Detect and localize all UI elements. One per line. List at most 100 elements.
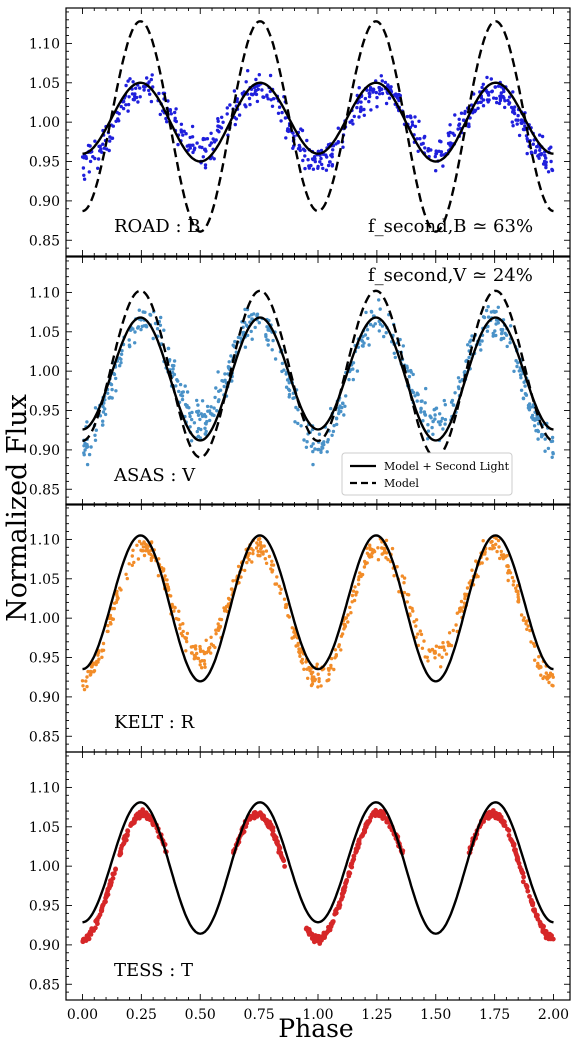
data-point	[166, 99, 170, 103]
data-point	[135, 543, 139, 547]
data-point	[310, 677, 314, 681]
data-point	[462, 601, 467, 605]
data-point	[364, 310, 368, 315]
data-point	[90, 670, 94, 674]
data-point	[526, 624, 530, 628]
data-point	[498, 97, 503, 101]
data-point	[494, 318, 499, 322]
data-point	[85, 420, 89, 424]
data-point	[216, 117, 220, 121]
model-curve-solid	[82, 316, 554, 442]
data-point	[495, 549, 499, 554]
data-point	[254, 88, 258, 93]
data-point	[536, 437, 540, 441]
data-point	[343, 880, 348, 886]
data-point	[190, 417, 194, 422]
data-point	[251, 548, 255, 552]
data-point	[250, 93, 255, 97]
data-point	[89, 665, 94, 669]
data-point	[505, 344, 509, 349]
data-point	[356, 839, 362, 844]
data-point	[119, 357, 123, 361]
data-point	[420, 646, 425, 650]
data-point	[440, 655, 444, 659]
data-point	[453, 113, 457, 117]
y-tick-label: 0.85	[29, 977, 60, 993]
data-point	[508, 836, 513, 842]
data-point	[100, 423, 105, 427]
data-point	[357, 575, 361, 579]
y-tick-label: 0.95	[29, 155, 60, 171]
data-point	[162, 567, 166, 571]
data-point	[343, 625, 347, 629]
data-point	[87, 929, 93, 935]
data-point	[362, 565, 367, 569]
data-point	[131, 80, 135, 84]
data-point	[544, 160, 548, 164]
model-layer	[82, 20, 554, 935]
data-point	[350, 593, 355, 598]
data-point	[307, 164, 311, 168]
y-tick-label: 0.95	[29, 404, 60, 420]
data-point	[255, 99, 260, 104]
data-point	[430, 425, 434, 430]
data-point	[433, 413, 437, 417]
data-point	[518, 373, 523, 377]
data-point	[173, 118, 177, 123]
data-point	[531, 142, 535, 146]
data-point	[279, 119, 283, 123]
data-point	[317, 679, 321, 684]
data-point	[251, 551, 255, 556]
data-point	[327, 672, 331, 676]
data-point	[203, 166, 208, 170]
data-point	[401, 344, 405, 348]
data-point	[143, 810, 149, 815]
data-point	[184, 637, 188, 641]
data-point	[220, 115, 224, 120]
data-point	[313, 677, 317, 682]
data-point	[319, 684, 323, 688]
data-point	[282, 864, 287, 869]
data-point	[333, 648, 338, 652]
data-point	[100, 648, 104, 652]
data-point	[365, 551, 370, 555]
data-point	[525, 151, 529, 156]
data-point	[285, 378, 290, 382]
data-point	[148, 92, 152, 96]
data-point	[169, 112, 173, 116]
data-point	[225, 112, 229, 116]
data-point	[127, 343, 132, 347]
data-point	[106, 629, 110, 634]
data-point	[236, 564, 241, 569]
data-point	[369, 108, 373, 112]
data-point	[478, 100, 482, 105]
data-point	[317, 941, 323, 946]
data-point	[184, 132, 188, 136]
data-point	[284, 136, 288, 140]
data-point	[441, 427, 445, 431]
data-point	[244, 80, 248, 84]
data-point	[209, 405, 213, 409]
data-point	[407, 374, 412, 379]
data-point	[540, 432, 544, 437]
data-point	[177, 609, 181, 613]
data-point	[426, 437, 430, 441]
data-point	[96, 166, 100, 170]
data-point	[265, 94, 269, 98]
y-tick-label: 1.05	[29, 76, 60, 92]
data-point	[377, 92, 382, 96]
data-point	[193, 656, 197, 660]
data-point	[484, 308, 489, 313]
data-point	[510, 575, 515, 580]
data-point	[499, 331, 504, 336]
data-point	[213, 395, 217, 400]
y-tick-label: 1.00	[29, 611, 60, 627]
data-point	[457, 386, 461, 391]
data-point	[82, 453, 86, 457]
data-point	[351, 122, 355, 126]
data-point	[520, 879, 526, 885]
data-point	[85, 684, 89, 689]
data-point	[208, 418, 212, 423]
y-tick-label: 1.10	[29, 36, 60, 52]
data-point	[540, 134, 545, 139]
